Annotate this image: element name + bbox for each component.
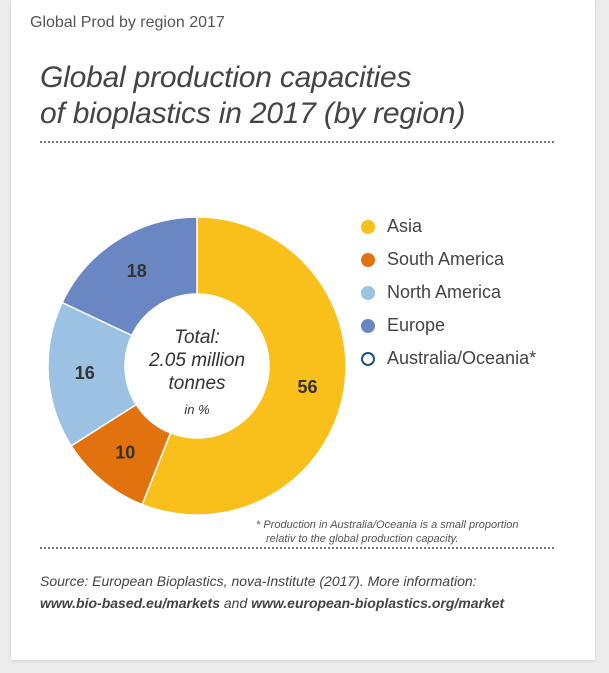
- source-text: Source: European Bioplastics, nova-Insti…: [40, 573, 477, 589]
- legend-swatch-south-america: [361, 252, 375, 267]
- source-link-bio-based[interactable]: www.bio-based.eu/markets: [40, 595, 220, 611]
- legend-swatch-australia-oceania: [361, 351, 375, 366]
- page-caption: Global Prod by region 2017: [30, 14, 225, 31]
- top-dotted-divider: [40, 141, 554, 143]
- legend-swatch-north-america: [361, 285, 375, 300]
- legend-item-north-america: North America: [361, 276, 536, 309]
- center-label-line-3: tonnes: [168, 373, 226, 394]
- legend-label-north-america: North America: [387, 282, 502, 302]
- center-label: Total: 2.05 million tonnes in %: [148, 327, 245, 417]
- center-label-unit: in %: [184, 402, 209, 417]
- value-label-asia: 56: [297, 377, 317, 397]
- slice-europe: [61, 216, 198, 337]
- legend-swatch-asia: [361, 219, 375, 234]
- source-note: Source: European Bioplastics, nova-Insti…: [40, 570, 570, 614]
- legend-label-europe: Europe: [387, 315, 446, 335]
- chart-title-line-1: Global production capacities: [40, 61, 412, 94]
- legend-swatch-europe: [361, 318, 375, 333]
- source-joiner: and: [219, 595, 252, 611]
- value-label-north-america: 16: [75, 363, 95, 383]
- chart-legend: Asia South America North America Europe Aust…: [361, 210, 536, 375]
- center-label-line-2: 2.05 million: [148, 350, 245, 371]
- footnote-line-2: relativ to the global production capacit…: [266, 533, 459, 545]
- legend-item-south-america: South America: [361, 243, 536, 276]
- source-link-european-bioplastics[interactable]: www.european-bioplastics.org/market: [251, 595, 505, 611]
- legend-label-australia-oceania: Australia/Oceania*: [387, 348, 537, 368]
- legend-item-australia-oceania: Australia/Oceania*: [361, 342, 536, 375]
- donut-value-labels: 56 10 16 18: [75, 261, 318, 463]
- legend-label-asia: Asia: [387, 216, 423, 236]
- bottom-dotted-divider: [40, 547, 554, 549]
- center-label-line-1: Total:: [174, 327, 220, 348]
- donut-slices: [47, 216, 347, 516]
- chart-title: Global production capacities of bioplast…: [40, 60, 560, 132]
- footnote: * Production in Australia/Oceania is a s…: [256, 518, 576, 546]
- legend-label-south-america: South America: [387, 249, 505, 269]
- chart-title-line-2: of bioplastics in 2017 (by region): [40, 97, 466, 130]
- legend-item-asia: Asia: [361, 210, 536, 243]
- value-label-europe: 18: [127, 261, 147, 281]
- legend-item-europe: Europe: [361, 309, 536, 342]
- footnote-line-1: * Production in Australia/Oceania is a s…: [256, 519, 519, 531]
- slice-asia: [141, 216, 347, 516]
- value-label-south-america: 10: [115, 443, 135, 463]
